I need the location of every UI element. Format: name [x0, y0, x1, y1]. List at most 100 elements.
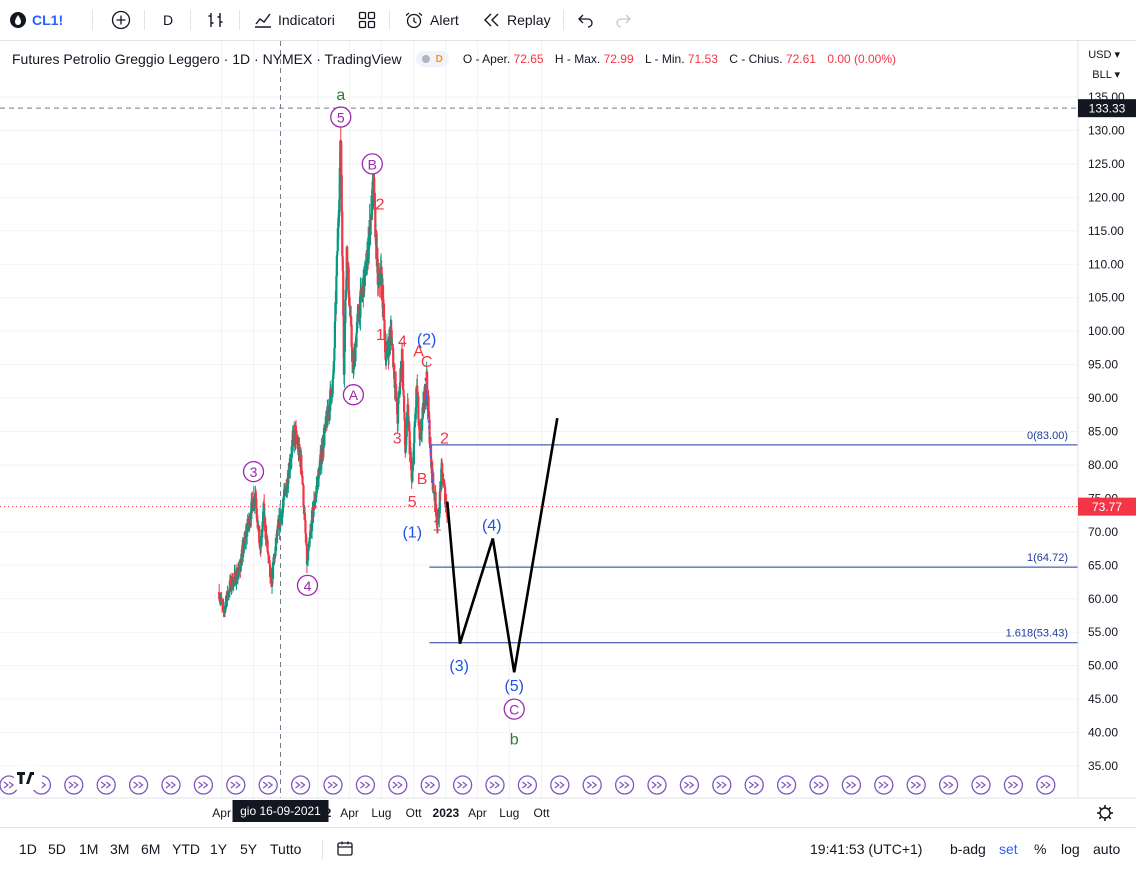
candle-body	[417, 396, 420, 419]
wave-label[interactable]: a	[336, 87, 345, 104]
alert-button[interactable]: Alert	[404, 0, 459, 40]
wave-label[interactable]: 3	[393, 431, 402, 448]
compare-symbol-button[interactable]	[111, 0, 131, 40]
wave-label-circle	[361, 153, 383, 175]
clock-time: 19:41:53 (UTC+1)	[810, 841, 923, 857]
range-label: 3M	[110, 841, 130, 857]
wave-label[interactable]: B	[417, 471, 428, 488]
currency-button[interactable]: USD ▾	[1088, 49, 1120, 61]
redo-icon	[616, 14, 631, 28]
candle-body	[382, 303, 386, 320]
wave-label[interactable]: (4)	[482, 518, 502, 535]
candle-body	[268, 559, 271, 565]
event-marker-arrows	[522, 781, 533, 789]
candle-body	[372, 173, 375, 199]
wave-label[interactable]: 4	[398, 334, 407, 351]
wave-label[interactable]: (1)	[402, 524, 422, 541]
event-marker-arrows	[586, 781, 598, 789]
indicators-icon	[255, 13, 271, 28]
tradingview-logo-icon[interactable]	[17, 772, 34, 784]
interval-label: D	[163, 12, 174, 28]
option-label: b-adg	[950, 841, 986, 857]
wave-label[interactable]: A	[349, 387, 359, 403]
chart-type-button[interactable]	[207, 0, 225, 40]
undo-button[interactable]	[577, 0, 595, 40]
session-toggle[interactable]: set	[999, 828, 1018, 870]
candle-body	[397, 393, 401, 398]
wave-label-circle	[503, 698, 525, 720]
adjust-dividends-toggle[interactable]: b-adg	[950, 828, 986, 870]
replay-button[interactable]: Replay	[483, 0, 551, 40]
range-6m[interactable]: 6M	[141, 828, 160, 870]
wave-label[interactable]: 2	[376, 197, 385, 214]
wave-label[interactable]: 1	[376, 327, 385, 344]
event-marker-arrows	[651, 781, 662, 789]
wave-label[interactable]: 5	[337, 110, 345, 126]
candle-body	[403, 412, 406, 422]
indicators-button[interactable]: Indicatori	[254, 0, 335, 40]
range-label: YTD	[172, 841, 200, 857]
range-1m[interactable]: 1M	[79, 828, 98, 870]
event-marker-arrows	[1040, 781, 1051, 789]
range-5y[interactable]: 5Y	[240, 828, 257, 870]
crosshair-price-badge	[1078, 99, 1136, 118]
candle-body	[440, 468, 443, 490]
wave-label[interactable]: 1	[433, 518, 442, 535]
projection-path[interactable]	[446, 417, 559, 673]
range-label: 1D	[19, 841, 37, 857]
candle-body	[300, 454, 303, 468]
interval-button[interactable]: D	[163, 0, 173, 40]
log-scale-toggle[interactable]: log	[1061, 828, 1080, 870]
range-all[interactable]: Tutto	[270, 828, 301, 870]
range-ytd[interactable]: YTD	[172, 828, 200, 870]
x-tick-label: 2023	[433, 806, 460, 820]
top-toolbar: CL1! D Indicatori Alert Replay	[0, 0, 1136, 41]
range-label: Tutto	[270, 841, 302, 857]
wave-label[interactable]: 4	[304, 578, 312, 594]
candle-body	[271, 562, 275, 579]
wave-label[interactable]: (3)	[449, 658, 469, 675]
candle-body	[359, 291, 362, 318]
range-3m[interactable]: 3M	[110, 828, 129, 870]
candle-body	[266, 540, 269, 553]
percent-scale-toggle[interactable]: %	[1034, 828, 1046, 870]
wave-label[interactable]: C	[509, 702, 519, 718]
unit-label: BLL	[1092, 69, 1112, 81]
candle-body	[343, 323, 347, 352]
candle-body	[330, 387, 333, 393]
wave-label[interactable]: b	[510, 732, 519, 749]
timezone-button[interactable]: 19:41:53 (UTC+1)	[810, 828, 922, 870]
y-tick-label: 65.00	[1088, 558, 1118, 572]
wave-label[interactable]: (2)	[417, 332, 437, 349]
templates-button[interactable]	[358, 0, 376, 40]
range-1d[interactable]: 1D	[19, 828, 37, 870]
wave-label[interactable]: 5	[408, 494, 417, 511]
event-marker-arrows	[684, 781, 695, 789]
range-label: 1M	[79, 841, 99, 857]
auto-scale-toggle[interactable]: auto	[1093, 828, 1120, 870]
fib-level-label: 0(83.00)	[1027, 430, 1068, 442]
unit-button[interactable]: BLL ▾	[1092, 69, 1120, 81]
wave-label[interactable]: C	[421, 354, 433, 371]
range-5d[interactable]: 5D	[48, 828, 66, 870]
candle-body	[401, 361, 405, 391]
go-to-date-button[interactable]	[336, 828, 354, 870]
wave-label[interactable]: A	[413, 344, 424, 361]
settings-gear-icon[interactable]	[1099, 807, 1111, 819]
symbol-search[interactable]: CL1!	[10, 0, 63, 40]
candle-body	[267, 555, 271, 560]
visibility-pill[interactable]: D	[415, 51, 449, 67]
wave-label[interactable]: B	[368, 156, 377, 172]
event-marker-arrows	[424, 781, 436, 789]
candle-body	[336, 251, 339, 256]
range-1y[interactable]: 1Y	[210, 828, 227, 870]
redo-button[interactable]	[614, 0, 632, 40]
candle-body	[304, 533, 308, 543]
open-label: O - Aper.	[462, 52, 511, 66]
candle-body	[405, 436, 408, 446]
wave-label[interactable]: (5)	[504, 678, 524, 695]
wave-label[interactable]: 2	[440, 431, 449, 448]
wave-label[interactable]: 3	[250, 464, 258, 480]
